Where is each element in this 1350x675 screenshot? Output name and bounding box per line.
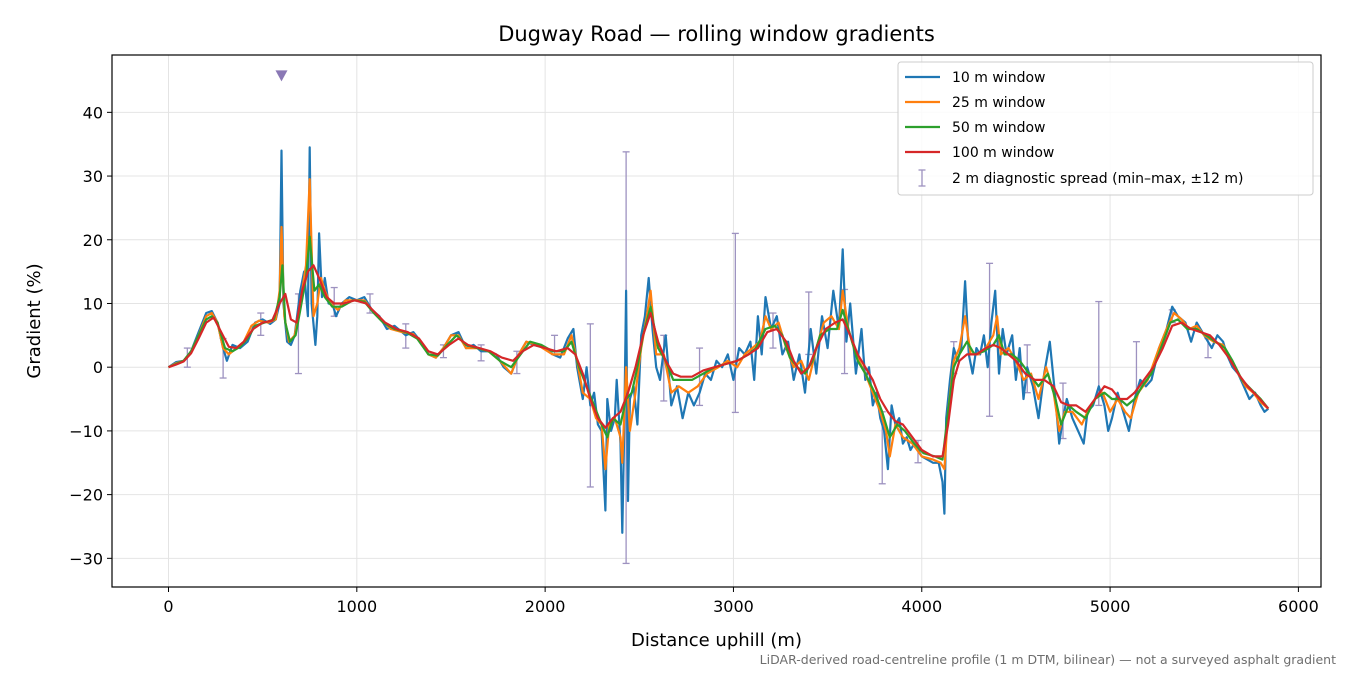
- legend-label: 2 m diagnostic spread (min–max, ±12 m): [952, 171, 1243, 187]
- y-tick-label: 0: [93, 358, 103, 377]
- x-tick-label: 3000: [713, 597, 754, 616]
- x-tick-label: 2000: [525, 597, 566, 616]
- legend: 10 m window 25 m window 50 m window 100 m w…: [897, 61, 1314, 196]
- legend-label: 25 m window: [952, 95, 1045, 111]
- y-tick-label: 20: [83, 231, 103, 250]
- legend-entry: 100 m window: [905, 145, 1054, 161]
- y-tick-label: −20: [69, 486, 103, 505]
- x-tick-label: 6000: [1278, 597, 1319, 616]
- y-tick-label: 40: [83, 103, 103, 122]
- legend-label: 10 m window: [952, 70, 1045, 86]
- legend-entry: 2 m diagnostic spread (min–max, ±12 m): [918, 169, 1243, 187]
- y-tick-label: −10: [69, 422, 103, 441]
- legend-label: 100 m window: [952, 145, 1054, 161]
- errorbar: [513, 350, 521, 375]
- legend-box: [897, 61, 1314, 196]
- chart-title: Dugway Road — rolling window gradients: [498, 22, 935, 46]
- errorbar: [731, 232, 739, 414]
- y-tick-label: −30: [69, 549, 103, 568]
- axis-ticks: 0 1000 2000 3000 4000 5000 6000 −30 −20 −10 0 10 20 3…: [69, 103, 1319, 616]
- y-axis-title: Gradient (%): [24, 263, 45, 378]
- series-line-100-m-window: [168, 264, 1270, 458]
- x-tick-label: 1000: [336, 597, 377, 616]
- data-layer: [167, 146, 1270, 565]
- legend-label: 50 m window: [952, 120, 1045, 136]
- y-tick-label: 10: [83, 294, 103, 313]
- plot-frame: [111, 54, 1322, 588]
- series-line-50-m-window: [168, 235, 1270, 461]
- legend-entry: 10 m window: [905, 70, 1045, 86]
- footnote: LiDAR-derived road-centreline profile (1…: [760, 652, 1336, 667]
- x-tick-label: 5000: [1090, 597, 1131, 616]
- x-axis-title: Distance uphill (m): [631, 630, 802, 651]
- x-tick-label: 4000: [901, 597, 942, 616]
- legend-entry: 50 m window: [905, 120, 1045, 136]
- legend-entry: 25 m window: [905, 95, 1045, 111]
- peak-marker: [275, 70, 288, 82]
- x-tick-label: 0: [163, 597, 173, 616]
- y-tick-label: 30: [83, 167, 103, 186]
